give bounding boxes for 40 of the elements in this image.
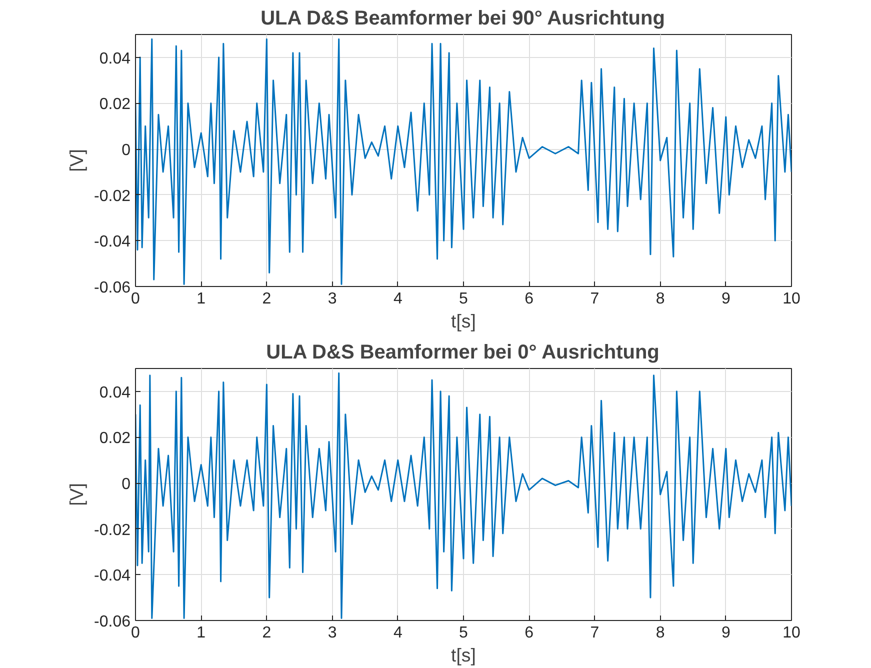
x-axis-title: t[s] [451,644,476,666]
y-tick-label: 0.04 [99,384,131,402]
x-tick-label: 2 [262,290,272,308]
y-tick-label: -0.06 [94,280,131,296]
x-tick-label: 9 [721,290,730,308]
x-tick-label: 5 [459,624,468,642]
x-tick-label: 10 [782,624,800,642]
x-tick-label: 4 [393,624,402,642]
y-axis-title: [V] [66,149,88,172]
x-tick-label: 3 [328,624,337,642]
y-tick-label: -0.06 [94,614,131,630]
x-tick-label: 10 [782,290,800,308]
x-tick-label: 7 [590,290,600,308]
line-series [136,372,792,619]
chart-title: ULA D&S Beamformer bei 0° Ausrichtung [266,342,660,364]
x-tick-label: 1 [196,290,206,308]
x-tick-label: 6 [524,624,534,642]
y-tick-label: -0.04 [94,568,131,585]
x-tick-label: 6 [524,290,534,308]
x-tick-label: 8 [656,290,665,308]
y-tick-label: 0.04 [99,50,131,68]
x-tick-label: 8 [656,624,665,642]
x-tick-label: 9 [721,624,730,642]
y-tick-label: 0.02 [99,96,131,114]
x-tick-label: 5 [459,290,468,308]
chart-title: ULA D&S Beamformer bei 90° Ausrichtung [260,8,665,30]
y-tick-label: 0 [122,476,131,494]
x-tick-label: 1 [196,624,206,642]
y-tick-label: -0.02 [94,522,131,539]
y-axis-title: [V] [66,483,88,506]
x-tick-label: 3 [328,290,337,308]
y-tick-label: 0 [122,142,131,160]
y-tick-label: -0.02 [94,188,131,205]
x-tick-label: 4 [393,290,402,308]
x-axis-title: t[s] [451,310,476,332]
x-tick-label: 2 [262,624,272,642]
x-tick-label: 7 [590,624,600,642]
y-tick-label: 0.02 [99,430,131,448]
line-series [136,38,792,285]
y-tick-label: -0.04 [94,234,131,251]
